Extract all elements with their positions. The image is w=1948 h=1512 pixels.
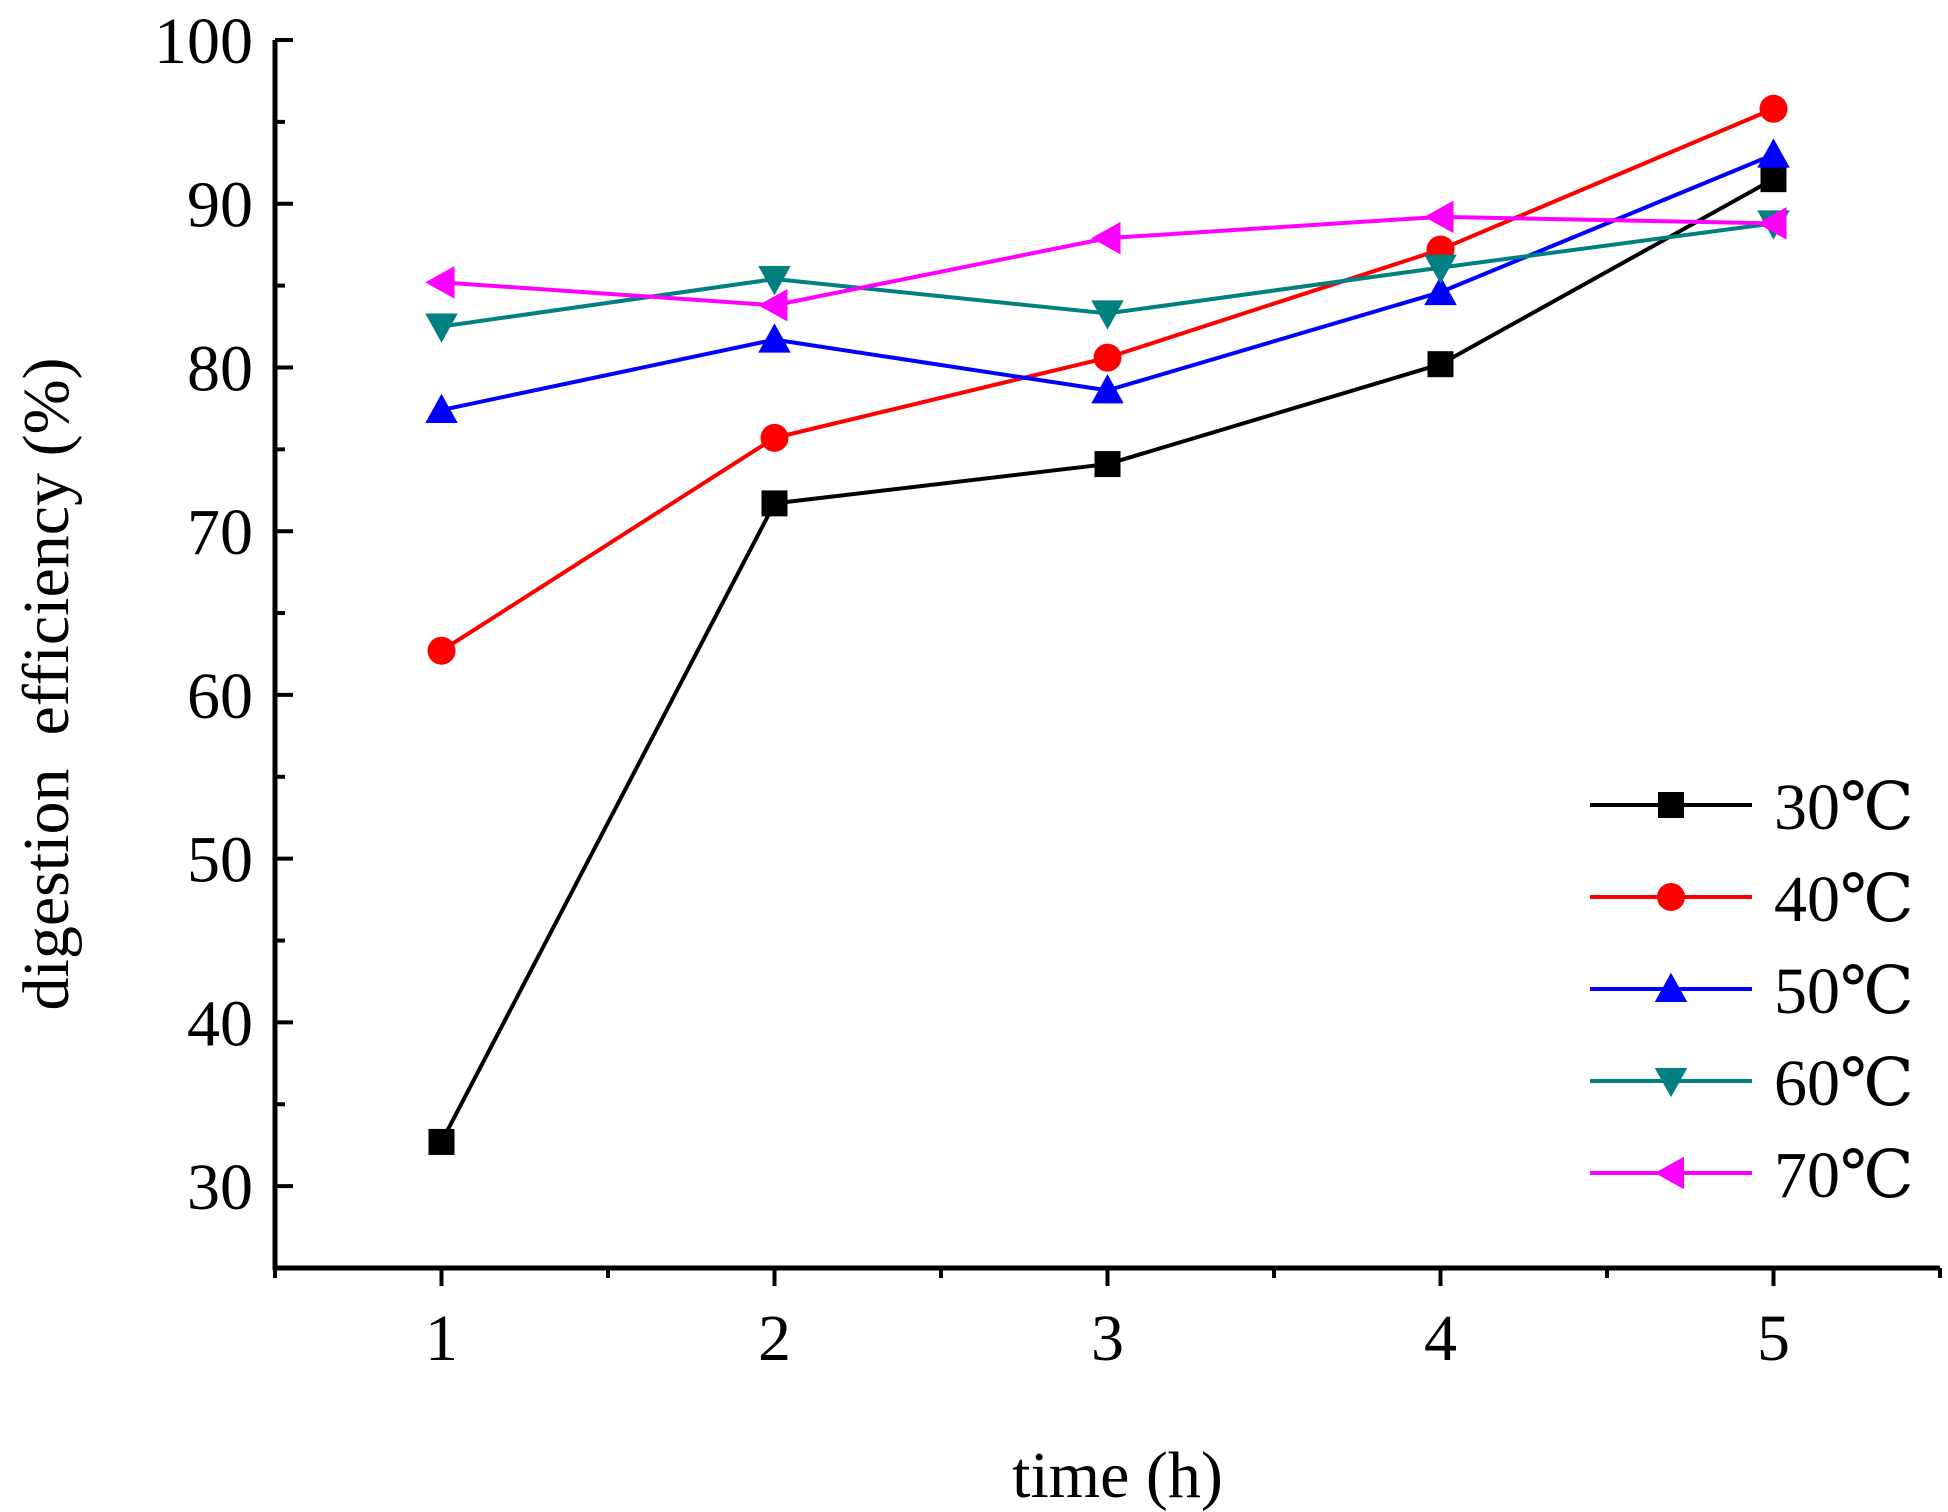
legend-item: 50℃	[1590, 955, 1914, 1028]
data-point	[758, 266, 791, 296]
x-tick-label: 3	[1091, 1302, 1124, 1375]
legend-marker	[1654, 972, 1688, 1002]
data-point	[1424, 254, 1457, 284]
legend-item: 60℃	[1590, 1047, 1914, 1120]
y-tick-label: 70	[187, 496, 253, 569]
legend-marker	[1654, 1156, 1684, 1190]
data-point	[760, 423, 789, 452]
y-tick-label: 60	[187, 660, 253, 733]
x-tick-label: 5	[1757, 1302, 1790, 1375]
legend-item: 70℃	[1590, 1139, 1914, 1212]
y-tick-label: 30	[187, 1151, 253, 1224]
data-point	[1091, 221, 1121, 255]
data-point	[1427, 351, 1454, 378]
series-layer	[425, 94, 1790, 1155]
y-tick-label: 100	[154, 5, 253, 78]
data-point	[758, 288, 788, 322]
data-point	[425, 313, 458, 343]
data-point	[758, 323, 791, 353]
legend-label: 30℃	[1774, 771, 1914, 844]
series-2	[425, 138, 1790, 424]
data-point	[1094, 451, 1121, 478]
data-point	[1757, 207, 1787, 240]
legend-item: 40℃	[1590, 863, 1914, 936]
data-point	[1424, 275, 1457, 306]
data-point	[1093, 343, 1122, 372]
y-ticks: 30 40 50 60 70 80 90 100	[154, 5, 293, 1270]
y-tick-label: 40	[187, 987, 253, 1060]
legend-marker	[1658, 792, 1684, 818]
legend-label: 60℃	[1774, 1047, 1914, 1120]
data-point	[1760, 166, 1787, 193]
legend-label: 40℃	[1774, 863, 1914, 936]
legend-item: 30℃	[1590, 771, 1914, 844]
data-point	[1757, 138, 1790, 168]
y-axis-label: digestion efficiency (%)	[10, 357, 83, 1010]
data-point	[428, 1128, 455, 1155]
series-0	[428, 166, 1787, 1155]
x-tick-label: 2	[758, 1302, 791, 1375]
data-point	[761, 490, 788, 517]
data-point	[1091, 374, 1124, 404]
y-tick-label: 50	[187, 824, 253, 897]
y-tick-label: 80	[187, 332, 253, 405]
legend-label: 50℃	[1774, 955, 1914, 1028]
data-point	[425, 393, 458, 424]
data-point	[1759, 94, 1788, 123]
series-4	[425, 200, 1787, 322]
data-point	[1424, 200, 1454, 234]
data-point	[427, 636, 456, 665]
legend-marker	[1654, 1068, 1688, 1098]
x-tick-label: 4	[1424, 1302, 1457, 1375]
x-axis-label: time (h)	[1012, 1439, 1223, 1512]
legend-label: 70℃	[1774, 1139, 1914, 1212]
data-point	[425, 266, 455, 299]
legend-marker	[1657, 883, 1685, 911]
legend: 30℃ 40℃ 50℃ 60℃ 70℃	[1590, 771, 1914, 1212]
data-point	[1091, 300, 1124, 330]
x-ticks: 1 2 3 4 5	[273, 1268, 1942, 1375]
y-tick-label: 90	[187, 169, 253, 242]
x-tick-label: 1	[425, 1302, 458, 1375]
